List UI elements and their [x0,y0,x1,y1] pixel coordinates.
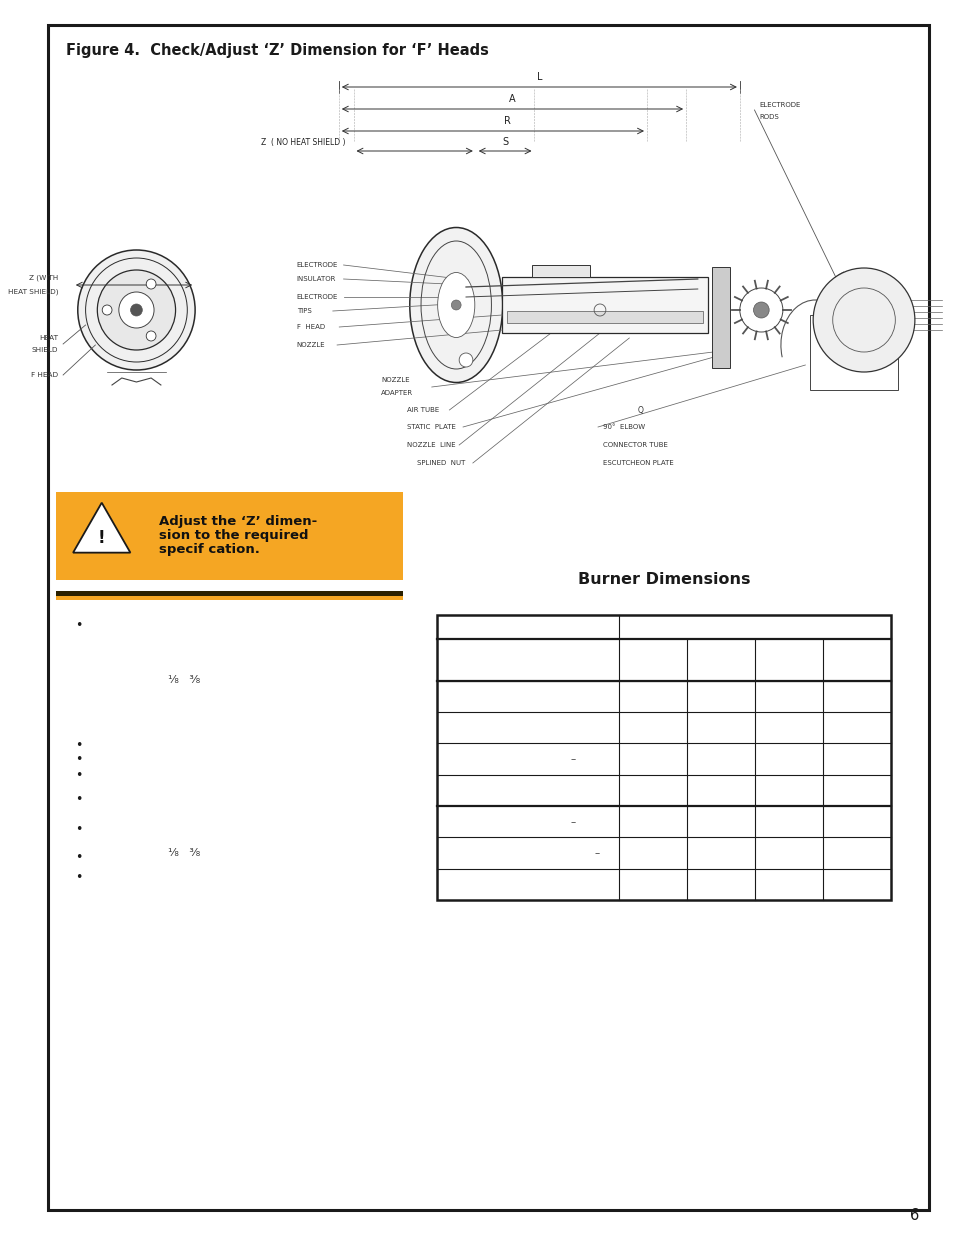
Text: SHIELD: SHIELD [31,347,58,353]
Text: –: – [570,753,575,764]
Bar [56,597,403,600]
Text: S: S [501,137,508,147]
Text: –: – [594,848,598,858]
Text: Figure 4.  Check/Adjust ‘Z’ Dimension for ‘F’ Heads: Figure 4. Check/Adjust ‘Z’ Dimension for… [66,43,488,58]
Text: Z  ( NO HEAT SHIELD ): Z ( NO HEAT SHIELD ) [261,138,345,147]
Ellipse shape [437,273,475,337]
Bar [712,267,729,368]
Circle shape [458,353,473,367]
Text: sion to the required: sion to the required [159,529,308,541]
Text: RODS: RODS [759,114,779,120]
Text: ELECTRODE: ELECTRODE [759,103,800,107]
Text: Adjust the ‘Z’ dimen-: Adjust the ‘Z’ dimen- [159,515,316,529]
Text: •: • [74,824,82,836]
Bar [63,499,140,573]
Text: !: ! [98,529,106,547]
Text: R: R [503,116,511,126]
Text: ELECTRODE: ELECTRODE [296,294,338,300]
Text: F  HEAD: F HEAD [296,324,325,330]
Circle shape [451,300,460,310]
Text: ¹⁄₈   ³⁄₈: ¹⁄₈ ³⁄₈ [168,676,200,685]
Text: STATIC  PLATE: STATIC PLATE [407,424,456,430]
Text: ADAPTER: ADAPTER [380,390,413,396]
Text: 90°  ELBOW: 90° ELBOW [602,424,644,430]
Text: INSULATOR: INSULATOR [296,275,335,282]
Bar [501,277,707,333]
Text: HEAT SHIELD): HEAT SHIELD) [8,289,58,295]
Text: specif cation.: specif cation. [159,542,259,556]
Text: AIR TUBE: AIR TUBE [407,408,439,412]
Text: HEAT: HEAT [39,335,58,341]
Text: ESCUTCHEON PLATE: ESCUTCHEON PLATE [602,459,673,466]
Text: •: • [74,768,82,782]
Text: •: • [74,871,82,883]
Bar [531,266,590,277]
Circle shape [78,249,195,370]
Text: F HEAD: F HEAD [31,372,58,378]
Text: Q: Q [637,405,642,415]
Circle shape [146,279,156,289]
Text: •: • [74,794,82,806]
Text: 6: 6 [908,1208,918,1223]
Circle shape [102,305,112,315]
Circle shape [146,331,156,341]
Text: –: – [570,816,575,826]
Bar [809,315,898,390]
Text: TIPS: TIPS [296,308,312,314]
Text: NOZZLE  LINE: NOZZLE LINE [407,442,456,448]
Text: •: • [74,619,82,631]
Text: ¹⁄₈   ³⁄₈: ¹⁄₈ ³⁄₈ [168,848,200,858]
Text: Z (WITH: Z (WITH [29,274,58,282]
Circle shape [753,303,768,317]
Text: Burner Dimensions: Burner Dimensions [578,572,749,587]
Text: ELECTRODE: ELECTRODE [296,262,338,268]
Ellipse shape [410,227,502,383]
Bar [507,311,702,324]
Text: A: A [509,94,516,104]
Text: CONNECTOR TUBE: CONNECTOR TUBE [602,442,667,448]
Text: •: • [74,739,82,752]
Circle shape [131,304,142,316]
Polygon shape [73,503,131,552]
Circle shape [812,268,914,372]
Text: •: • [74,851,82,863]
Bar [436,615,890,900]
Text: •: • [74,753,82,767]
Bar [56,492,403,580]
Text: NOZZLE: NOZZLE [380,377,409,383]
Bar [56,590,403,597]
Circle shape [97,270,175,350]
Text: NOZZLE: NOZZLE [296,342,325,348]
Circle shape [119,291,153,329]
Text: L: L [536,72,541,82]
Text: SPLINED  NUT: SPLINED NUT [416,459,465,466]
